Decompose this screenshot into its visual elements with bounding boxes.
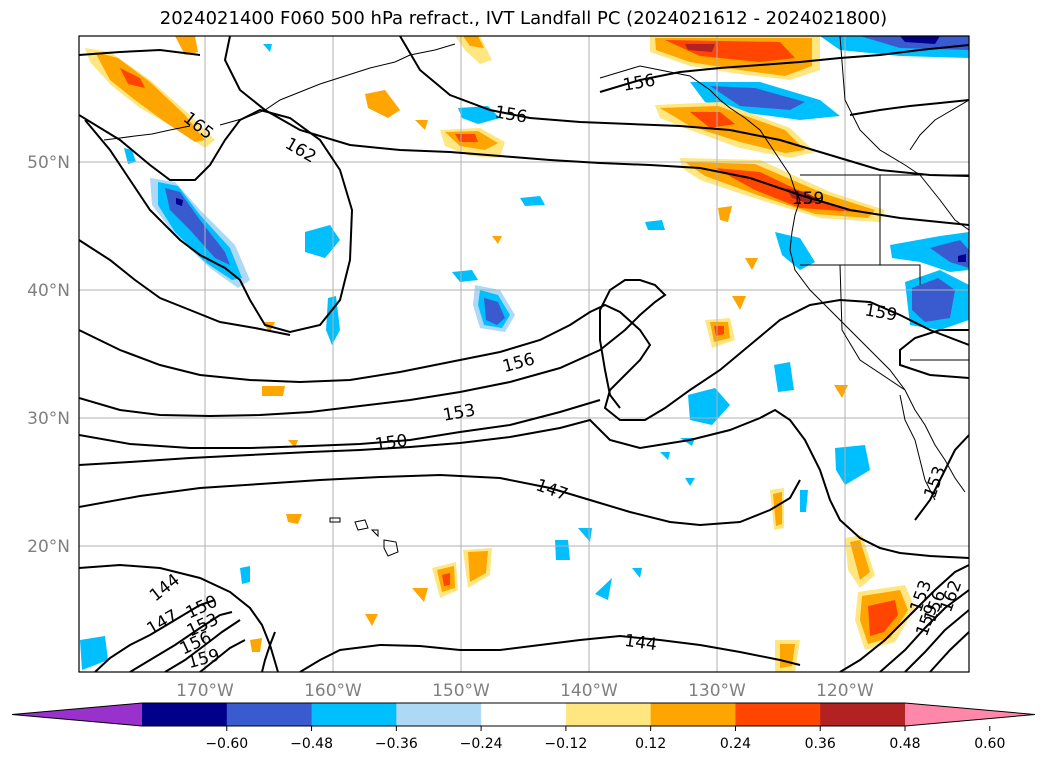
colorbar-tick-label: −0.36 <box>375 736 418 752</box>
map-frame <box>78 35 970 673</box>
colorbar-tick-label: −0.12 <box>544 736 587 752</box>
colorbar-swatch <box>226 703 313 726</box>
colorbar-extend-high <box>905 703 1035 726</box>
colorbar-tick-label: 0.12 <box>635 736 666 752</box>
colorbar-swatch <box>142 703 228 726</box>
colorbar-tick-label: 0.60 <box>974 736 1005 752</box>
map-area <box>79 36 969 672</box>
refractivity-contours <box>79 36 969 672</box>
colorbar-swatch <box>396 703 482 726</box>
islands <box>329 517 399 557</box>
lat-label-50: 50°N <box>27 153 70 173</box>
colorbar-tick-label: 0.36 <box>805 736 836 752</box>
lon-label-120: 120°W <box>816 681 874 701</box>
colorbar-tick-label: −0.60 <box>205 736 248 752</box>
colorbar-tick-label: −0.48 <box>290 736 333 752</box>
lon-label-140: 140°W <box>560 681 618 701</box>
lat-label-20: 20°N <box>27 537 70 557</box>
colorbar: −0.60 −0.48 −0.36 −0.24 −0.12 0.12 0.24 0.36 0.4… <box>11 702 1036 752</box>
colorbar-swatch <box>820 703 906 726</box>
colorbar-tick-label: −0.24 <box>460 736 503 752</box>
lon-label-150: 150°W <box>432 681 490 701</box>
colorbar-swatch <box>650 703 736 726</box>
latitude-labels: 50°N 40°N 30°N 20°N <box>27 153 70 557</box>
lat-label-40: 40°N <box>27 281 70 301</box>
colorbar-extend-low <box>12 703 142 726</box>
lat-label-30: 30°N <box>27 409 70 429</box>
colorbar-outline <box>11 702 1036 727</box>
coastlines <box>103 36 969 501</box>
lon-label-170: 170°W <box>176 681 234 701</box>
contour-label: 159 <box>792 189 824 209</box>
contour-label: 150 <box>374 431 409 455</box>
map-title: 2024021400 F060 500 hPa refract., IVT La… <box>159 8 888 29</box>
colorbar-tick-label: 0.48 <box>889 736 920 752</box>
colorbar-swatch <box>311 703 397 726</box>
colorbar-swatch <box>565 703 652 726</box>
colorbar-swatch <box>481 703 567 726</box>
lon-label-130: 130°W <box>688 681 746 701</box>
colorbar-swatch <box>735 703 821 726</box>
longitude-labels: 170°W 160°W 150°W 140°W 130°W 120°W <box>176 681 874 701</box>
contour-label: 144 <box>623 631 658 655</box>
lon-label-160: 160°W <box>304 681 362 701</box>
colorbar-tick-label: 0.24 <box>720 736 751 752</box>
